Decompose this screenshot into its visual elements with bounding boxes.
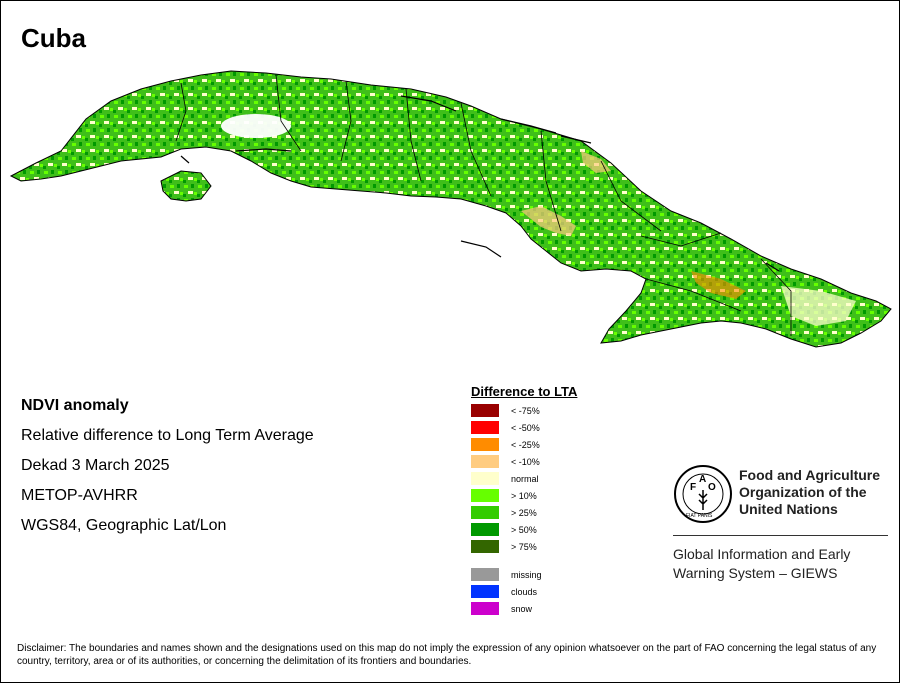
legend-label: > 25% [511,507,537,518]
legend-label: < -10% [511,456,540,467]
legend-label: snow [511,603,533,614]
legend-label: normal [511,473,539,484]
legend-title: Difference to LTA [471,384,578,399]
legend-swatch [471,421,499,434]
province-boundaries [175,74,792,336]
legend-swatch [471,404,499,417]
organization-name: Food and Agriculture Organization of the… [739,467,881,517]
legend-item: clouds [471,583,577,600]
keys-and-islets [180,95,780,272]
legend-item: < -75% [471,402,577,419]
legend-swatch [471,523,499,536]
legend-item: < -10% [471,453,577,470]
legend-label: clouds [511,586,538,597]
legend-swatch [471,489,499,502]
legend-item: snow [471,600,577,617]
legend-extra: missing clouds snow [471,566,577,617]
disclaimer: Disclaimer: The boundaries and names sho… [17,643,877,667]
legend-label: > 50% [511,524,537,535]
product-period: Dekad 3 March 2025 [21,457,170,474]
legend-item: < -25% [471,436,577,453]
svg-text:A: A [699,474,706,485]
legend-label: < -75% [511,405,540,416]
product-projection: WGS84, Geographic Lat/Lon [21,517,227,534]
legend-swatch [471,568,499,581]
legend-item: > 50% [471,521,577,538]
legend-swatch [471,506,499,519]
giews-name: Global Information and Early Warning Sys… [673,546,851,581]
svg-text:O: O [708,482,716,493]
fao-logo-icon: F A O FIAT PANIS [674,465,732,523]
legend-label: > 75% [511,541,537,552]
legend-swatch [471,472,499,485]
legend-label: < -25% [511,439,540,450]
legend-item: < -50% [471,419,577,436]
map-title: Cuba [21,23,86,53]
legend-item: missing [471,566,577,583]
legend-item: normal [471,470,577,487]
legend-label: < -50% [511,422,540,433]
legend-swatch [471,602,499,615]
legend-item: > 75% [471,538,577,555]
legend-item: > 10% [471,487,577,504]
legend-swatch [471,455,499,468]
legend-item: > 25% [471,504,577,521]
svg-text:F: F [690,482,696,493]
map-info: NDVI anomaly Relative difference to Long… [21,391,314,541]
product-name: NDVI anomaly [21,397,129,414]
legend-classes: < -75% < -50% < -25% < -10% normal > 10% > 25%… [471,402,577,555]
legend-swatch [471,585,499,598]
legend: Difference to LTA < -75% < -50% < -25% < -1… [471,384,577,617]
cuba-ndvi-map [9,70,892,348]
fao-motto: FIAT PANIS [686,513,713,519]
legend-label: > 10% [511,490,537,501]
legend-swatch [471,438,499,451]
product-sensor: METOP-AVHRR [21,487,138,504]
product-description: Relative difference to Long Term Average [21,427,314,444]
legend-label: missing [511,569,542,580]
legend-swatch [471,540,499,553]
island-cuba [9,70,892,348]
isla-de-la-juventud [160,170,212,202]
divider [673,535,888,536]
